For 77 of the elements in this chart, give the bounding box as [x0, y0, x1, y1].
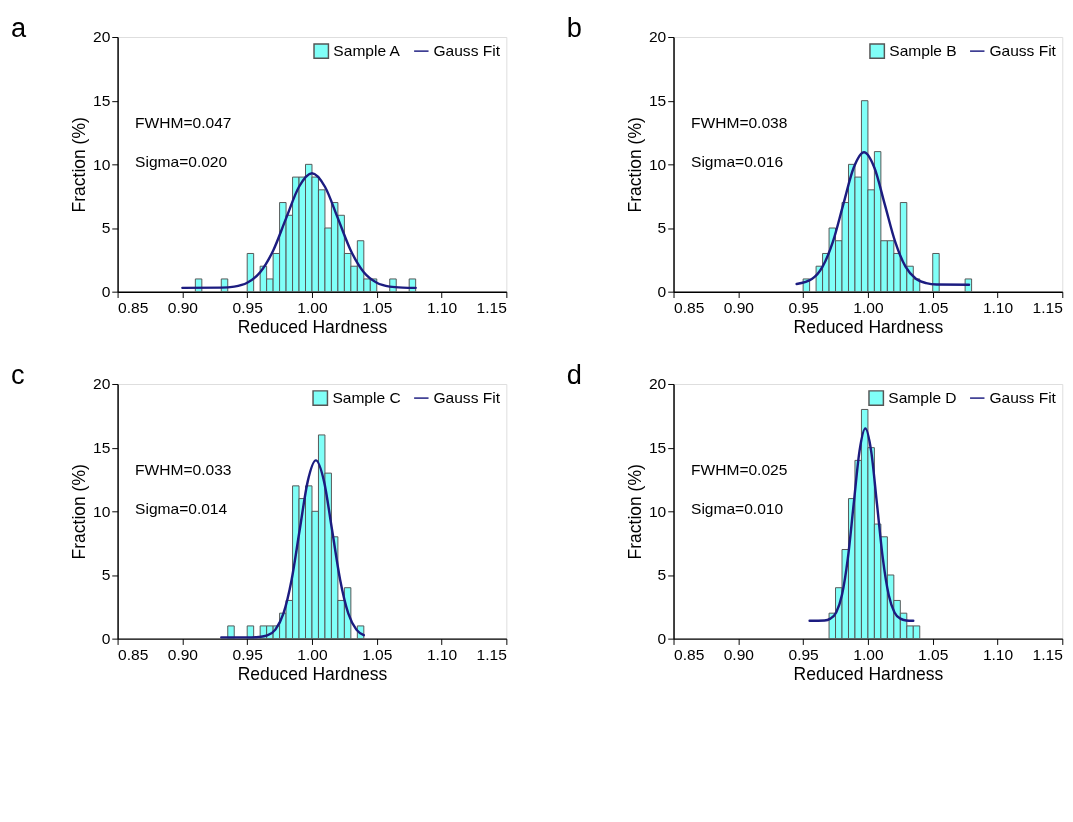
- y-tick-label: 20: [93, 375, 111, 393]
- x-tick-label: 0.85: [118, 645, 149, 663]
- x-tick-label: 1.00: [297, 645, 328, 663]
- legend-label: Gauss Fit: [989, 41, 1057, 59]
- y-axis-title: Fraction (%): [69, 117, 90, 213]
- legend-label: Sample D: [888, 388, 957, 406]
- annotation: Sigma=0.020: [135, 153, 228, 171]
- y-tick-label: 5: [101, 219, 111, 237]
- y-axis-title: Fraction (%): [69, 464, 90, 560]
- legend-label: Sample A: [333, 41, 401, 59]
- x-tick-label: 1.15: [476, 298, 507, 316]
- x-axis-title: Reduced Hardness: [237, 663, 388, 684]
- x-tick-label: 0.95: [232, 298, 263, 316]
- annotation: FWHM=0.047: [135, 114, 232, 132]
- y-tick-label: 5: [657, 566, 667, 584]
- x-tick-label: 0.95: [788, 298, 819, 316]
- x-tick-label: 0.85: [674, 298, 705, 316]
- legend-label: Sample B: [889, 41, 957, 59]
- x-tick-label: 1.15: [476, 645, 507, 663]
- y-tick-label: 20: [93, 28, 111, 46]
- x-tick-label: 1.05: [362, 645, 393, 663]
- annotation: Sigma=0.014: [135, 500, 228, 518]
- x-tick-label: 1.10: [982, 645, 1014, 663]
- x-tick-label: 0.90: [723, 645, 755, 663]
- x-axis-title: Reduced Hardness: [793, 663, 944, 684]
- x-tick-label: 1.15: [1032, 645, 1063, 663]
- legend-label: Gauss Fit: [433, 388, 501, 406]
- y-tick-label: 20: [648, 28, 667, 46]
- line-series: [808, 427, 915, 623]
- chart-title: a: [10, 12, 27, 44]
- annotation: Sigma=0.010: [691, 500, 784, 518]
- annotation: Sigma=0.016: [691, 153, 784, 171]
- y-tick-label: 0: [657, 283, 667, 301]
- y-tick-label: 10: [648, 155, 667, 173]
- y-axis-title: Fraction (%): [625, 464, 646, 560]
- y-tick-label: 10: [93, 502, 111, 520]
- legend-label: Sample C: [332, 388, 401, 406]
- x-tick-label: 1.10: [426, 645, 458, 663]
- y-axis-title: Fraction (%): [625, 117, 646, 213]
- y-tick-label: 15: [93, 92, 111, 110]
- chart-title: b: [566, 12, 582, 44]
- x-tick-label: 0.85: [674, 645, 705, 663]
- x-tick-label: 1.05: [918, 298, 949, 316]
- x-tick-label: 0.90: [167, 645, 199, 663]
- x-tick-label: 0.85: [118, 298, 149, 316]
- x-tick-label: 1.10: [982, 298, 1014, 316]
- x-axis-title: Reduced Hardness: [793, 316, 944, 337]
- x-tick-label: 1.05: [918, 645, 949, 663]
- x-tick-label: 0.90: [723, 298, 755, 316]
- y-tick-label: 10: [93, 155, 111, 173]
- y-tick-label: 0: [657, 629, 667, 647]
- y-tick-label: 15: [648, 92, 667, 110]
- x-tick-label: 1.10: [426, 298, 458, 316]
- legend-label: Gauss Fit: [989, 388, 1057, 406]
- y-tick-label: 20: [648, 375, 667, 393]
- annotation: FWHM=0.033: [135, 461, 232, 479]
- annotation: FWHM=0.025: [691, 461, 788, 479]
- y-tick-label: 15: [648, 439, 667, 457]
- y-tick-label: 0: [101, 283, 111, 301]
- y-tick-label: 5: [101, 566, 111, 584]
- x-tick-label: 1.00: [853, 298, 884, 316]
- chart-title: d: [566, 359, 582, 390]
- x-tick-label: 1.15: [1032, 298, 1063, 316]
- legend-label: Gauss Fit: [433, 41, 501, 59]
- x-tick-label: 0.90: [167, 298, 199, 316]
- x-tick-label: 1.00: [853, 645, 884, 663]
- x-tick-label: 1.05: [362, 298, 393, 316]
- y-tick-label: 10: [648, 502, 667, 520]
- x-axis-title: Reduced Hardness: [237, 316, 388, 337]
- chart-title: c: [10, 359, 25, 390]
- y-tick-label: 15: [93, 439, 111, 457]
- annotation: FWHM=0.038: [691, 114, 788, 132]
- x-tick-label: 1.00: [297, 298, 328, 316]
- y-tick-label: 5: [657, 219, 667, 237]
- x-tick-label: 0.95: [788, 645, 819, 663]
- x-tick-label: 0.95: [232, 645, 263, 663]
- y-tick-label: 0: [101, 629, 111, 647]
